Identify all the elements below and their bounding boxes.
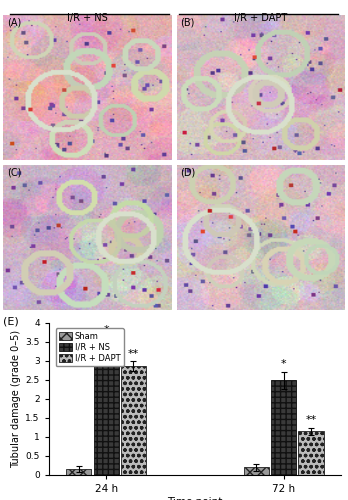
X-axis label: Time point: Time point <box>167 497 223 500</box>
Text: (A): (A) <box>7 18 21 28</box>
Text: (B): (B) <box>180 18 194 28</box>
Y-axis label: Tubular damage (grade 0–5): Tubular damage (grade 0–5) <box>11 330 21 468</box>
Legend: Sham, I/R + NS, I/R + DAPT: Sham, I/R + NS, I/R + DAPT <box>56 328 124 366</box>
Text: *: * <box>103 325 109 335</box>
Bar <box>271 380 296 475</box>
Bar <box>244 468 269 475</box>
Text: (E): (E) <box>3 316 19 326</box>
Text: (C): (C) <box>7 168 21 177</box>
Bar <box>94 344 119 475</box>
Text: I/R + DAPT: I/R + DAPT <box>234 12 288 22</box>
Text: **: ** <box>128 348 139 358</box>
Bar <box>121 366 146 475</box>
Bar <box>299 431 324 475</box>
Text: *: * <box>281 360 286 370</box>
Text: I/R + NS: I/R + NS <box>66 12 108 22</box>
Text: (D): (D) <box>180 168 195 177</box>
Text: **: ** <box>305 415 317 425</box>
Bar <box>66 470 91 475</box>
